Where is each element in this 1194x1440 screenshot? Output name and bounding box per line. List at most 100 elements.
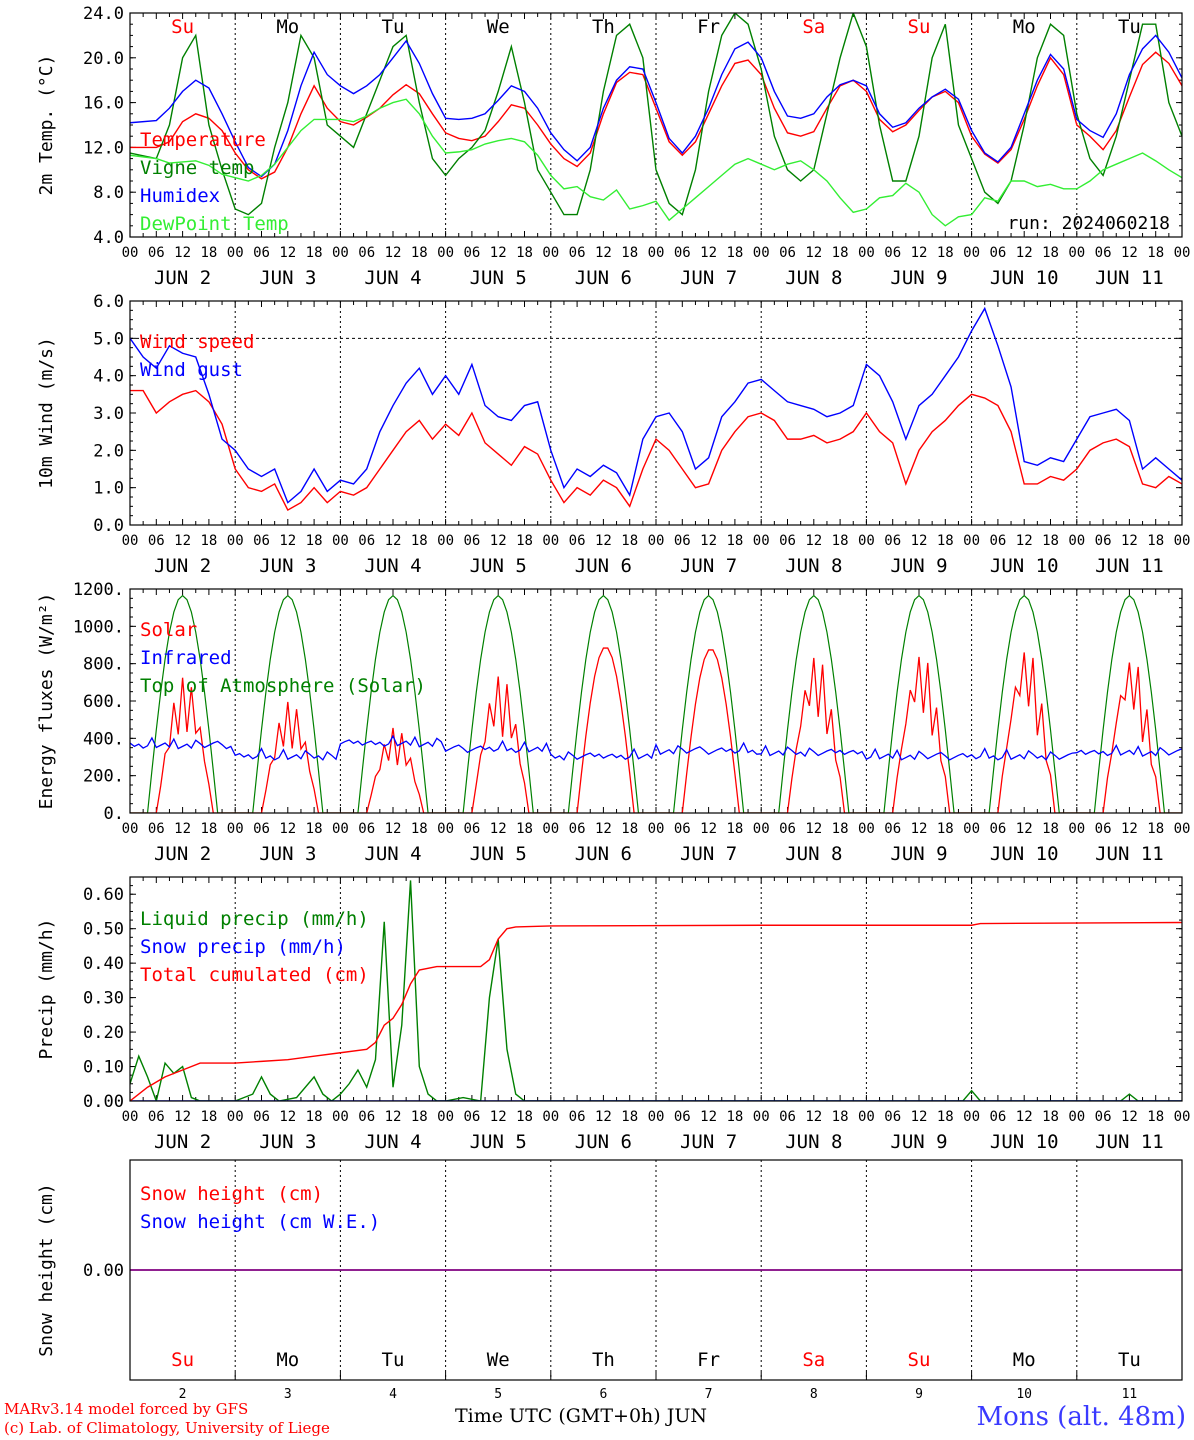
hour-tick-label: 00	[227, 245, 244, 261]
legend-entry: Vigne temp	[140, 157, 254, 179]
hour-tick-label: 18	[411, 1109, 428, 1125]
hour-tick-label: 18	[1147, 1109, 1164, 1125]
hour-tick-label: 18	[937, 533, 954, 549]
station-name: Mons (alt. 48m)	[976, 1402, 1186, 1432]
date-label: JUN 4	[364, 267, 421, 289]
legend-entry: Liquid precip (mm/h)	[140, 908, 369, 930]
panel-wind: 0.0 1.0 2.0 3.0 4.0 5.0 6.0 10m Wind (m/s) Wind …	[36, 292, 1190, 577]
date-label: JUN 7	[680, 1131, 737, 1153]
date-label: JUN 5	[470, 267, 527, 289]
hour-tick-label: 12	[279, 821, 296, 837]
date-label: JUN 10	[990, 843, 1059, 865]
legend-entry: Total cumulated (cm)	[140, 964, 369, 986]
hour-tick-label: 18	[621, 245, 638, 261]
y-tick-label: 0.30	[83, 989, 124, 1009]
hour-tick-label: 12	[1016, 533, 1033, 549]
day-number-label: 8	[810, 1387, 818, 1400]
legend-entry: Temperature	[140, 129, 266, 151]
y-tick-label: 800.	[83, 655, 124, 675]
date-label: JUN 11	[1095, 1131, 1164, 1153]
series-solar-line	[130, 647, 1182, 813]
hour-tick-label: 12	[911, 821, 928, 837]
date-label: JUN 6	[575, 555, 632, 577]
series-line-total-cumulated-cm-	[130, 921, 1182, 1101]
date-label: JUN 8	[785, 1131, 842, 1153]
y-tick-label: 1.0	[93, 479, 124, 499]
day-name: We	[487, 16, 510, 38]
y-tick-label: 0.10	[83, 1058, 124, 1078]
hour-tick-label: 00	[332, 533, 349, 549]
hour-tick-label: 00	[753, 245, 770, 261]
day-number-label: 7	[705, 1387, 713, 1400]
hour-tick-label: 12	[595, 245, 612, 261]
day-name: Tu	[1118, 16, 1141, 38]
hour-tick-label: 18	[1042, 1109, 1059, 1125]
hour-tick-label: 00	[963, 821, 980, 837]
y-tick-label: 1000.	[73, 617, 124, 637]
hour-tick-label: 00	[753, 821, 770, 837]
day-name: Fr	[697, 16, 720, 38]
hour-tick-label: 06	[148, 1109, 165, 1125]
model-credit: MARv3.14 model forced by GFS (c) Lab. of…	[4, 1400, 330, 1438]
hour-tick-label: 00	[648, 1109, 665, 1125]
hour-tick-label: 12	[1121, 1109, 1138, 1125]
date-label: JUN 8	[785, 267, 842, 289]
hour-tick-label: 06	[674, 821, 691, 837]
series-group	[130, 306, 1182, 512]
day-number-label: 6	[599, 1387, 607, 1400]
hour-tick-label: 18	[1147, 245, 1164, 261]
y-tick-label: 400.	[83, 729, 124, 749]
hour-tick-label: 18	[516, 245, 533, 261]
hour-tick-label: 18	[621, 821, 638, 837]
credit-line-2: (c) Lab. of Climatology, University of L…	[4, 1419, 330, 1437]
hour-tick-label: 18	[726, 245, 743, 261]
day-name: We	[487, 1349, 510, 1371]
hour-tick-label: 00	[963, 1109, 980, 1125]
hour-tick-label: 12	[1121, 245, 1138, 261]
hour-tick-label: 00	[858, 533, 875, 549]
y-tick-label: 600.	[83, 692, 124, 712]
hour-tick-label: 06	[358, 245, 375, 261]
hour-tick-label: 06	[884, 1109, 901, 1125]
date-label: JUN 2	[154, 555, 211, 577]
hour-tick-label: 18	[200, 245, 217, 261]
legend-entry: Snow height (cm W.E.)	[140, 1211, 380, 1233]
date-label: JUN 9	[890, 555, 947, 577]
y-tick-label: 20.0	[83, 49, 124, 69]
day-name: Tu	[1118, 1349, 1141, 1371]
hour-tick-label: 00	[542, 533, 559, 549]
series-group	[130, 13, 1182, 227]
hour-tick-label: 00	[542, 821, 559, 837]
y-tick-label: 0.50	[83, 920, 124, 940]
day-name: Sa	[802, 1349, 825, 1371]
hour-tick-label: 12	[1121, 821, 1138, 837]
date-label: JUN 8	[785, 555, 842, 577]
hour-tick-label: 06	[674, 533, 691, 549]
hour-tick-label: 06	[148, 245, 165, 261]
y-tick-label: 3.0	[93, 404, 124, 424]
date-label: JUN 11	[1095, 555, 1164, 577]
hour-tick-label: 12	[490, 821, 507, 837]
hour-tick-label: 18	[937, 1109, 954, 1125]
series-group	[130, 594, 1182, 813]
hour-tick-label: 00	[963, 533, 980, 549]
hour-tick-label: 00	[753, 533, 770, 549]
hour-tick-label: 00	[1174, 245, 1191, 261]
hour-tick-label: 12	[385, 821, 402, 837]
date-label: JUN 5	[470, 843, 527, 865]
hour-tick-label: 18	[832, 1109, 849, 1125]
hour-tick-label: 06	[358, 533, 375, 549]
hour-tick-label: 12	[279, 533, 296, 549]
run-annotation: run: 2024060218	[1007, 213, 1170, 234]
hour-tick-label: 00	[122, 821, 139, 837]
hour-tick-label: 12	[595, 821, 612, 837]
legend-entry: Solar	[140, 619, 197, 641]
date-label: JUN 9	[890, 267, 947, 289]
hour-tick-label: 12	[174, 821, 191, 837]
hour-tick-label: 06	[358, 1109, 375, 1125]
hour-tick-label: 06	[148, 821, 165, 837]
hour-tick-label: 12	[1016, 821, 1033, 837]
hour-tick-label: 06	[1095, 1109, 1112, 1125]
hour-tick-label: 00	[1068, 533, 1085, 549]
hour-tick-label: 06	[463, 533, 480, 549]
